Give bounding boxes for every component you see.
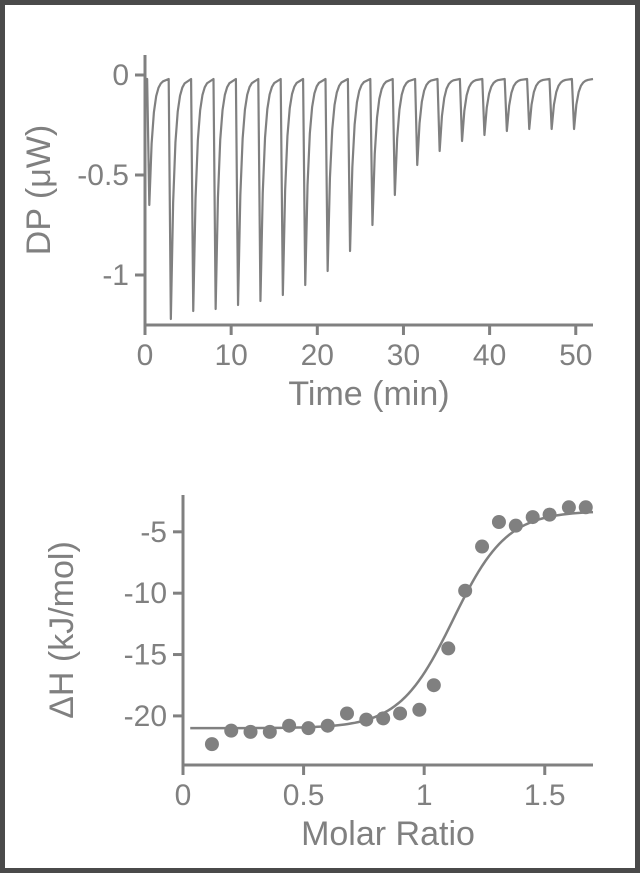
bottom-chart-point — [263, 725, 277, 739]
top-chart-xtick-label: 20 — [301, 339, 334, 372]
bottom-chart-ytick-label: -20 — [124, 700, 167, 733]
bottom-chart-point — [321, 719, 335, 733]
bottom-chart-point — [359, 713, 373, 727]
top-chart-xtick-label: 40 — [473, 339, 506, 372]
bottom-chart-point — [224, 724, 238, 738]
bottom-chart-point — [475, 540, 489, 554]
top-chart-xtick-label: 0 — [137, 339, 154, 372]
top-chart-axes — [145, 55, 593, 325]
bottom-chart-point — [393, 706, 407, 720]
bottom-chart-point — [526, 510, 540, 524]
top-chart-xlabel: Time (min) — [288, 375, 449, 413]
bottom-chart-point — [205, 737, 219, 751]
bottom-chart-ytick-label: -15 — [124, 639, 167, 672]
bottom-chart-xlabel: Molar Ratio — [301, 815, 475, 853]
bottom-chart-point — [427, 678, 441, 692]
bottom-chart-ylabel: ΔH (kJ/mol) — [43, 541, 81, 719]
top-chart-xtick-label: 10 — [214, 339, 247, 372]
bottom-chart-point — [458, 584, 472, 598]
bottom-chart-point — [301, 721, 315, 735]
figure-svg: -1-0.5001020304050Time (min)DP (μW)-20-1… — [5, 5, 635, 868]
bottom-chart-point — [543, 508, 557, 522]
bottom-chart-axes — [183, 495, 593, 765]
bottom-chart-xtick-label: 0 — [175, 779, 192, 812]
bottom-chart-point — [509, 519, 523, 533]
bottom-chart-point — [340, 706, 354, 720]
top-chart-ytick-label: -1 — [102, 259, 129, 292]
bottom-chart-xtick-label: 1.5 — [524, 779, 566, 812]
top-chart-ylabel: DP (μW) — [20, 125, 58, 255]
top-chart-trace — [145, 79, 593, 319]
bottom-chart-point — [282, 719, 296, 733]
bottom-chart-xtick-label: 1 — [416, 779, 433, 812]
bottom-chart-point — [244, 725, 258, 739]
bottom-chart-point — [492, 515, 506, 529]
bottom-chart-point — [562, 500, 576, 514]
bottom-chart-point — [412, 703, 426, 717]
bottom-chart-xtick-label: 0.5 — [283, 779, 325, 812]
bottom-chart-ytick-label: -5 — [140, 516, 167, 549]
bottom-chart-ytick-label: -10 — [124, 577, 167, 610]
top-chart-xtick-label: 50 — [559, 339, 592, 372]
bottom-chart-point — [376, 711, 390, 725]
top-chart-xtick-label: 30 — [387, 339, 420, 372]
bottom-chart-point — [441, 641, 455, 655]
top-chart-ytick-label: -0.5 — [77, 159, 129, 192]
top-chart-ytick-label: 0 — [112, 59, 129, 92]
bottom-chart-point — [579, 500, 593, 514]
figure-frame: -1-0.5001020304050Time (min)DP (μW)-20-1… — [0, 0, 640, 873]
bottom-chart-fit-curve — [190, 512, 593, 728]
